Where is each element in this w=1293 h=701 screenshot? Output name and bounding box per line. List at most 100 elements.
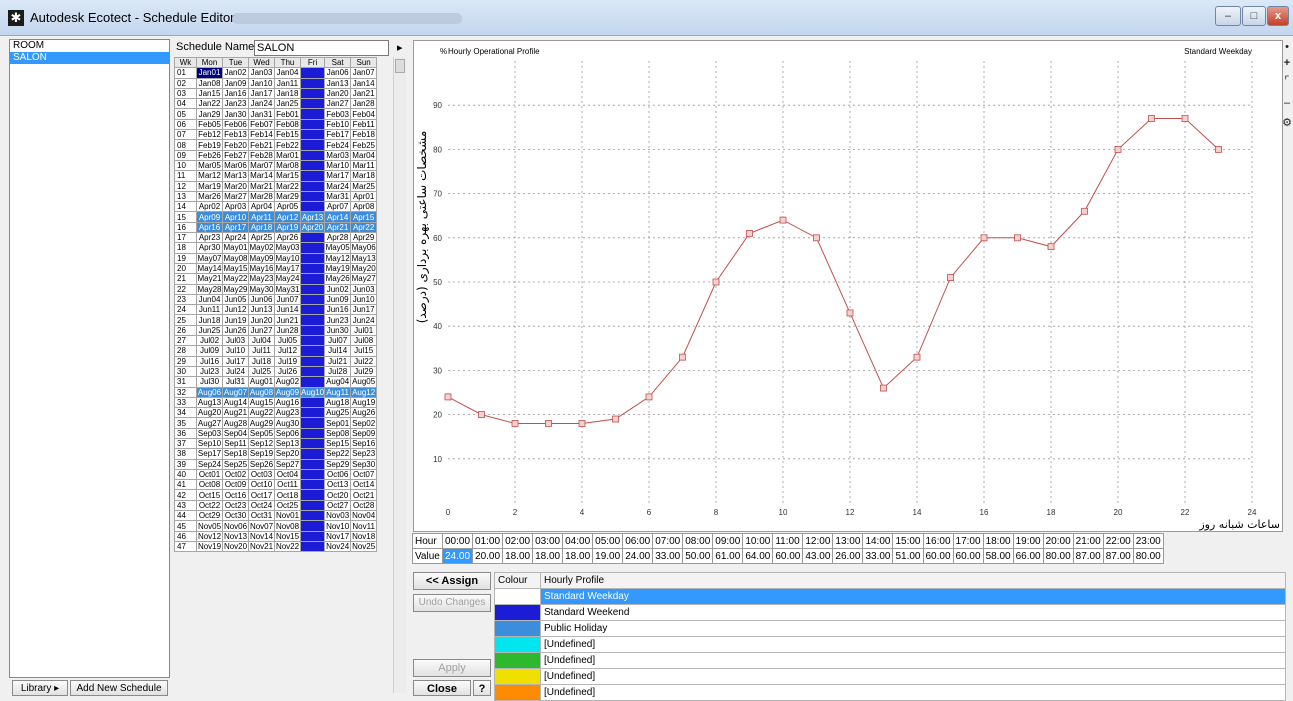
calendar-day-cell[interactable]: Oct04 (275, 469, 301, 479)
calendar-day-cell[interactable] (301, 294, 325, 304)
calendar-day-cell[interactable]: Sep01 (325, 418, 351, 428)
calendar-day-cell[interactable]: Jan22 (197, 99, 223, 109)
calendar-day-cell[interactable]: Jun23 (325, 315, 351, 325)
calendar-day-cell[interactable]: Apr26 (275, 233, 301, 243)
profile-name[interactable]: Standard Weekend (541, 605, 1286, 621)
calendar-day-cell[interactable] (301, 263, 325, 273)
calendar-day-cell[interactable]: Jul19 (275, 356, 301, 366)
calendar-day-cell[interactable]: Oct01 (197, 469, 223, 479)
calendar-day-cell[interactable] (301, 469, 325, 479)
calendar-day-cell[interactable]: Nov08 (275, 521, 301, 531)
scrollbar-thumb[interactable] (395, 59, 405, 73)
value-cell[interactable]: 80.00 (1133, 549, 1163, 564)
calendar-day-cell[interactable]: Jul22 (351, 356, 377, 366)
calendar-day-cell[interactable]: Jun19 (223, 315, 249, 325)
profile-name[interactable]: [Undefined] (541, 637, 1286, 653)
calendar-day-cell[interactable]: May09 (249, 253, 275, 263)
calendar-day-cell[interactable]: Mar17 (325, 171, 351, 181)
calendar-day-cell[interactable]: Jan24 (249, 99, 275, 109)
schedule-name-arrow-icon[interactable]: ▸ (397, 41, 403, 54)
calendar-day-cell[interactable]: Aug21 (223, 408, 249, 418)
value-cell[interactable]: 43.00 (803, 549, 833, 564)
calendar-day-cell[interactable]: Jul18 (249, 356, 275, 366)
calendar-day-cell[interactable]: May01 (223, 243, 249, 253)
calendar-day-cell[interactable]: Jan02 (223, 68, 249, 78)
calendar-day-cell[interactable]: Nov25 (351, 541, 377, 551)
calendar-day-cell[interactable]: Feb17 (325, 130, 351, 140)
calendar-day-cell[interactable]: Feb26 (197, 150, 223, 160)
calendar-day-cell[interactable] (301, 500, 325, 510)
calendar-day-cell[interactable]: Aug29 (249, 418, 275, 428)
calendar-day-cell[interactable]: Nov13 (223, 531, 249, 541)
calendar-scrollbar[interactable] (393, 57, 406, 693)
calendar-day-cell[interactable]: Feb08 (275, 119, 301, 129)
calendar-day-cell[interactable] (301, 202, 325, 212)
maximize-button[interactable]: □ (1242, 6, 1266, 26)
calendar-day-cell[interactable]: Oct13 (325, 480, 351, 490)
calendar-day-cell[interactable] (301, 511, 325, 521)
calendar-day-cell[interactable] (301, 438, 325, 448)
calendar-day-cell[interactable]: Apr17 (223, 222, 249, 232)
calendar-day-cell[interactable] (301, 191, 325, 201)
calendar-day-cell[interactable]: Aug02 (275, 377, 301, 387)
calendar-day-cell[interactable]: Jun11 (197, 305, 223, 315)
calendar-day-cell[interactable]: Mar10 (325, 160, 351, 170)
calendar-day-cell[interactable]: Aug01 (249, 377, 275, 387)
calendar-day-cell[interactable]: May08 (223, 253, 249, 263)
zoom-in-icon[interactable]: + (1282, 58, 1292, 68)
calendar-day-cell[interactable] (301, 99, 325, 109)
calendar-day-cell[interactable]: Nov01 (275, 511, 301, 521)
calendar-day-cell[interactable] (301, 480, 325, 490)
calendar-day-cell[interactable]: Feb07 (249, 119, 275, 129)
calendar-day-cell[interactable]: Jun12 (223, 305, 249, 315)
calendar-day-cell[interactable]: Oct15 (197, 490, 223, 500)
calendar-day-cell[interactable]: May22 (223, 274, 249, 284)
calendar-day-cell[interactable]: Aug16 (275, 397, 301, 407)
value-cell[interactable]: 26.00 (833, 549, 863, 564)
calendar-day-cell[interactable]: Jun25 (197, 325, 223, 335)
calendar-day-cell[interactable]: Sep08 (325, 428, 351, 438)
calendar-day-cell[interactable]: Mar26 (197, 191, 223, 201)
calendar-day-cell[interactable]: Jul25 (249, 366, 275, 376)
calendar-day-cell[interactable]: Aug10 (301, 387, 325, 397)
calendar-day-cell[interactable]: Mar15 (275, 171, 301, 181)
profile-name[interactable]: Public Holiday (541, 621, 1286, 637)
calendar-day-cell[interactable]: Sep27 (275, 459, 301, 469)
calendar-day-cell[interactable]: Mar14 (249, 171, 275, 181)
calendar-day-cell[interactable]: Feb03 (325, 109, 351, 119)
calendar-day-cell[interactable]: May05 (325, 243, 351, 253)
calendar-day-cell[interactable]: Oct18 (275, 490, 301, 500)
calendar-day-cell[interactable]: Apr04 (249, 202, 275, 212)
library-button[interactable]: Library ▸ (12, 680, 68, 696)
calendar-day-cell[interactable]: Feb25 (351, 140, 377, 150)
calendar-day-cell[interactable]: Feb04 (351, 109, 377, 119)
calendar-day-cell[interactable]: Mar07 (249, 160, 275, 170)
close-button[interactable]: Close (413, 680, 471, 696)
calendar-day-cell[interactable]: Mar29 (275, 191, 301, 201)
calendar-day-cell[interactable]: Feb14 (249, 130, 275, 140)
calendar-day-cell[interactable] (301, 356, 325, 366)
calendar-day-cell[interactable]: Jul11 (249, 346, 275, 356)
schedule-name-input[interactable]: SALON (254, 40, 389, 56)
profile-colour-swatch[interactable] (495, 621, 541, 637)
calendar-day-cell[interactable]: Mar18 (351, 171, 377, 181)
calendar-day-cell[interactable]: Mar03 (325, 150, 351, 160)
calendar-day-cell[interactable]: Apr28 (325, 233, 351, 243)
calendar-day-cell[interactable]: Aug04 (325, 377, 351, 387)
calendar-day-cell[interactable]: Jan30 (223, 109, 249, 119)
calendar-day-cell[interactable]: Jan14 (351, 78, 377, 88)
calendar-day-cell[interactable]: Sep30 (351, 459, 377, 469)
calendar-day-cell[interactable]: Apr18 (249, 222, 275, 232)
calendar-day-cell[interactable] (301, 140, 325, 150)
value-cell[interactable]: 24.00 (443, 549, 473, 564)
calendar-day-cell[interactable]: Jun13 (249, 305, 275, 315)
calendar-day-cell[interactable]: Apr08 (351, 202, 377, 212)
profile-row[interactable]: [Undefined] (495, 669, 1286, 685)
calendar-day-cell[interactable]: Jan31 (249, 109, 275, 119)
calendar-day-cell[interactable]: May27 (351, 274, 377, 284)
calendar-day-cell[interactable]: May29 (223, 284, 249, 294)
calendar-day-cell[interactable]: Oct10 (249, 480, 275, 490)
calendar-day-cell[interactable] (301, 325, 325, 335)
calendar-day-cell[interactable]: Jun21 (275, 315, 301, 325)
calendar-day-cell[interactable]: Nov04 (351, 511, 377, 521)
